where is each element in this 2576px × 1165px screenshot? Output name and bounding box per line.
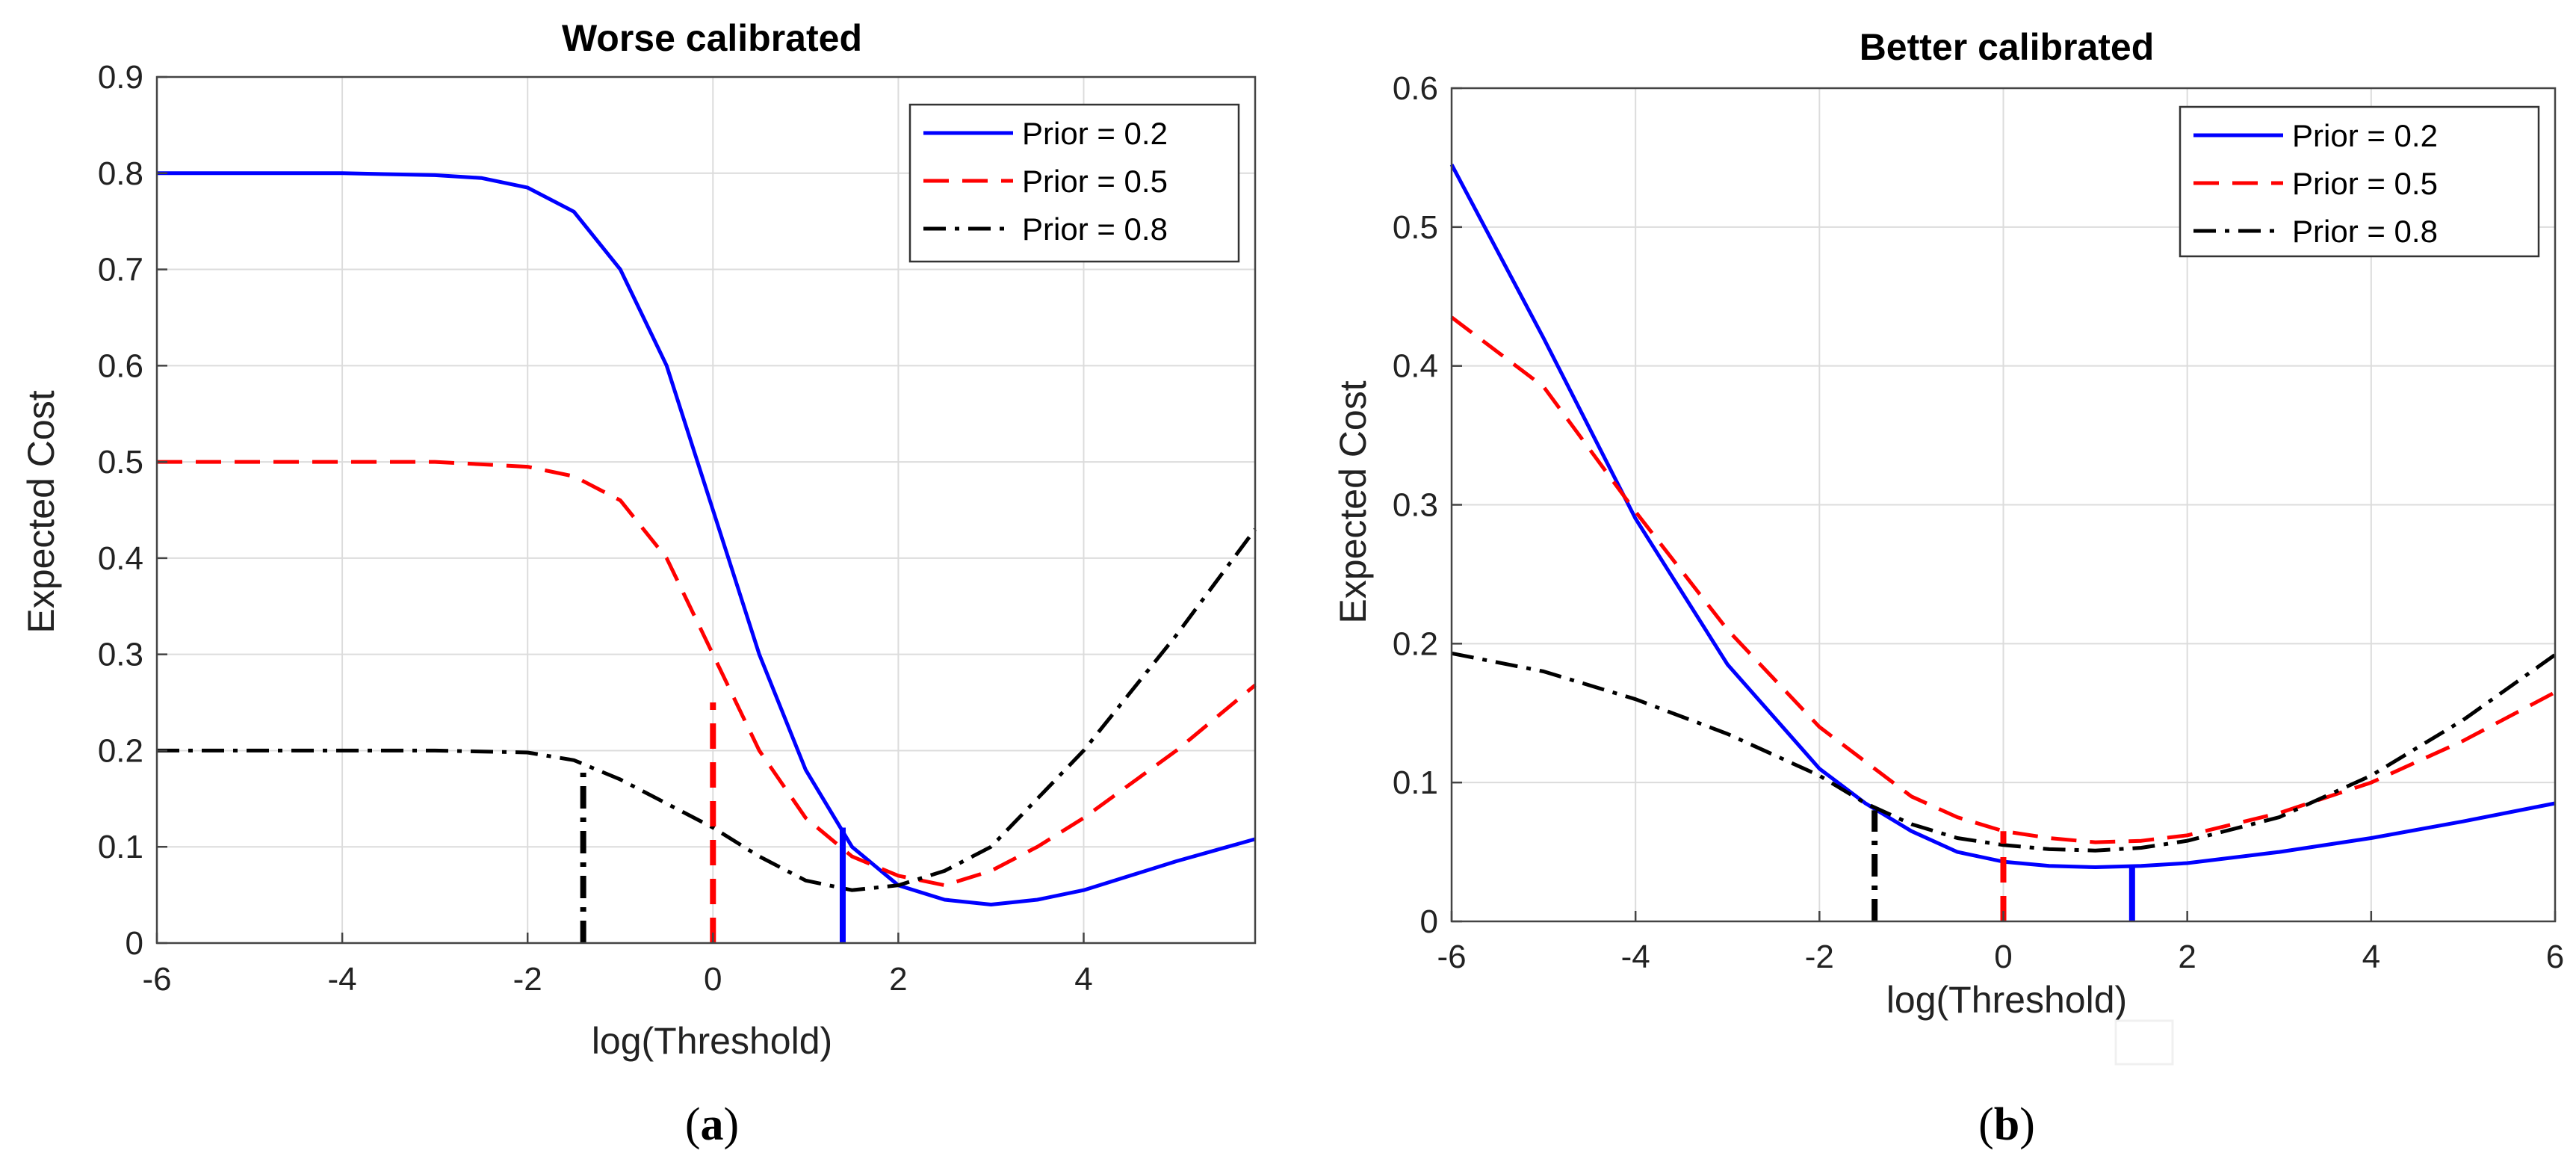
y-tick-label: 0.9 [98, 59, 143, 96]
legend: Prior = 0.2 Prior = 0.5 Prior = 0.8 [908, 103, 1240, 263]
threshold-markers [1871, 810, 2135, 921]
legend-entry: Prior = 0.2 [1022, 116, 1168, 151]
y-tick-label: 0.5 [98, 444, 143, 480]
legend-entry: Prior = 0.5 [1022, 164, 1168, 199]
x-tick-label: -2 [513, 961, 542, 998]
x-tick-label: 4 [1074, 961, 1092, 998]
panel-caption: (a) [685, 1099, 739, 1150]
x-axis-label: log(Threshold) [1886, 979, 2127, 1021]
series-line-prior-3 [157, 528, 1257, 892]
artifact-box [2114, 1019, 2174, 1066]
axes-frame [155, 75, 1257, 945]
legend-box [908, 103, 1240, 263]
x-tick-label: 2 [2178, 939, 2196, 975]
y-axis-label: Expected Cost [20, 390, 62, 633]
y-tick-label: 0.1 [98, 829, 143, 865]
legend-entry: Prior = 0.5 [2292, 166, 2438, 201]
tick-labels: -6 -4 -2 0 2 4 6 0 0.1 0.2 0.3 0.4 0.5 0.6 [1393, 70, 2564, 975]
x-tick-label: 0 [1994, 939, 2012, 975]
threshold-markers [580, 702, 846, 943]
tick-labels: -6 -4 -2 0 2 4 0 0.1 0.2 0.3 0.4 0.5 0.6 0.7 0.8 0.9 [98, 59, 1093, 998]
y-tick-label: 0.6 [98, 347, 143, 384]
y-tick-label: 0.2 [1393, 625, 1438, 662]
y-tick-label: 0.7 [98, 252, 143, 288]
legend-entry: Prior = 0.2 [2292, 118, 2438, 153]
y-tick-label: 0.2 [98, 732, 143, 769]
x-tick-label: -2 [1805, 939, 1834, 975]
y-axis-label: Expected Cost [1332, 380, 1374, 623]
y-tick-label: 0.8 [98, 155, 143, 192]
series-lines [157, 171, 1257, 906]
x-tick-label: 0 [704, 961, 722, 998]
x-tick-label: -4 [1621, 939, 1650, 975]
y-tick-label: 0.3 [98, 637, 143, 673]
x-tick-label: 6 [2546, 939, 2564, 975]
y-tick-label: 0 [126, 925, 143, 962]
legend: Prior = 0.2 Prior = 0.5 Prior = 0.8 [2179, 105, 2540, 258]
y-tick-label: 0.3 [1393, 487, 1438, 524]
y-tick-label: 0.1 [1393, 764, 1438, 801]
series-line-prior-2 [1450, 315, 2557, 844]
panel-a: Worse calibrated -6 -4 -2 0 2 4 0 0.1 0.2 0.3 0.4 0… [20, 17, 1257, 1150]
series-line-prior-1 [157, 171, 1256, 906]
legend-entry: Prior = 0.8 [2292, 214, 2438, 249]
series-line-prior-3 [1451, 651, 2557, 853]
x-tick-label: -6 [142, 961, 171, 998]
y-tick-label: 0.5 [1393, 209, 1438, 246]
panel-caption: (b) [1978, 1099, 2035, 1150]
y-tick-label: 0 [1420, 903, 1438, 940]
y-tick-label: 0.4 [1393, 348, 1438, 385]
x-tick-label: 2 [889, 961, 907, 998]
legend-entry: Prior = 0.8 [1022, 211, 1168, 247]
chart-title: Worse calibrated [562, 17, 862, 59]
x-tick-label: 4 [2362, 939, 2380, 975]
series-line-prior-2 [157, 460, 1257, 888]
y-tick-label: 0.6 [1393, 70, 1438, 107]
x-axis-label: log(Threshold) [592, 1020, 832, 1062]
x-tick-label: -4 [328, 961, 357, 998]
panel-b: Better calibrated -6 -4 -2 0 2 4 6 0 0.1 0.2 0.3 0.… [1332, 26, 2564, 1150]
y-tick-label: 0.4 [98, 540, 143, 577]
chart-title: Better calibrated [1860, 26, 2155, 68]
x-tick-label: -6 [1437, 939, 1466, 975]
